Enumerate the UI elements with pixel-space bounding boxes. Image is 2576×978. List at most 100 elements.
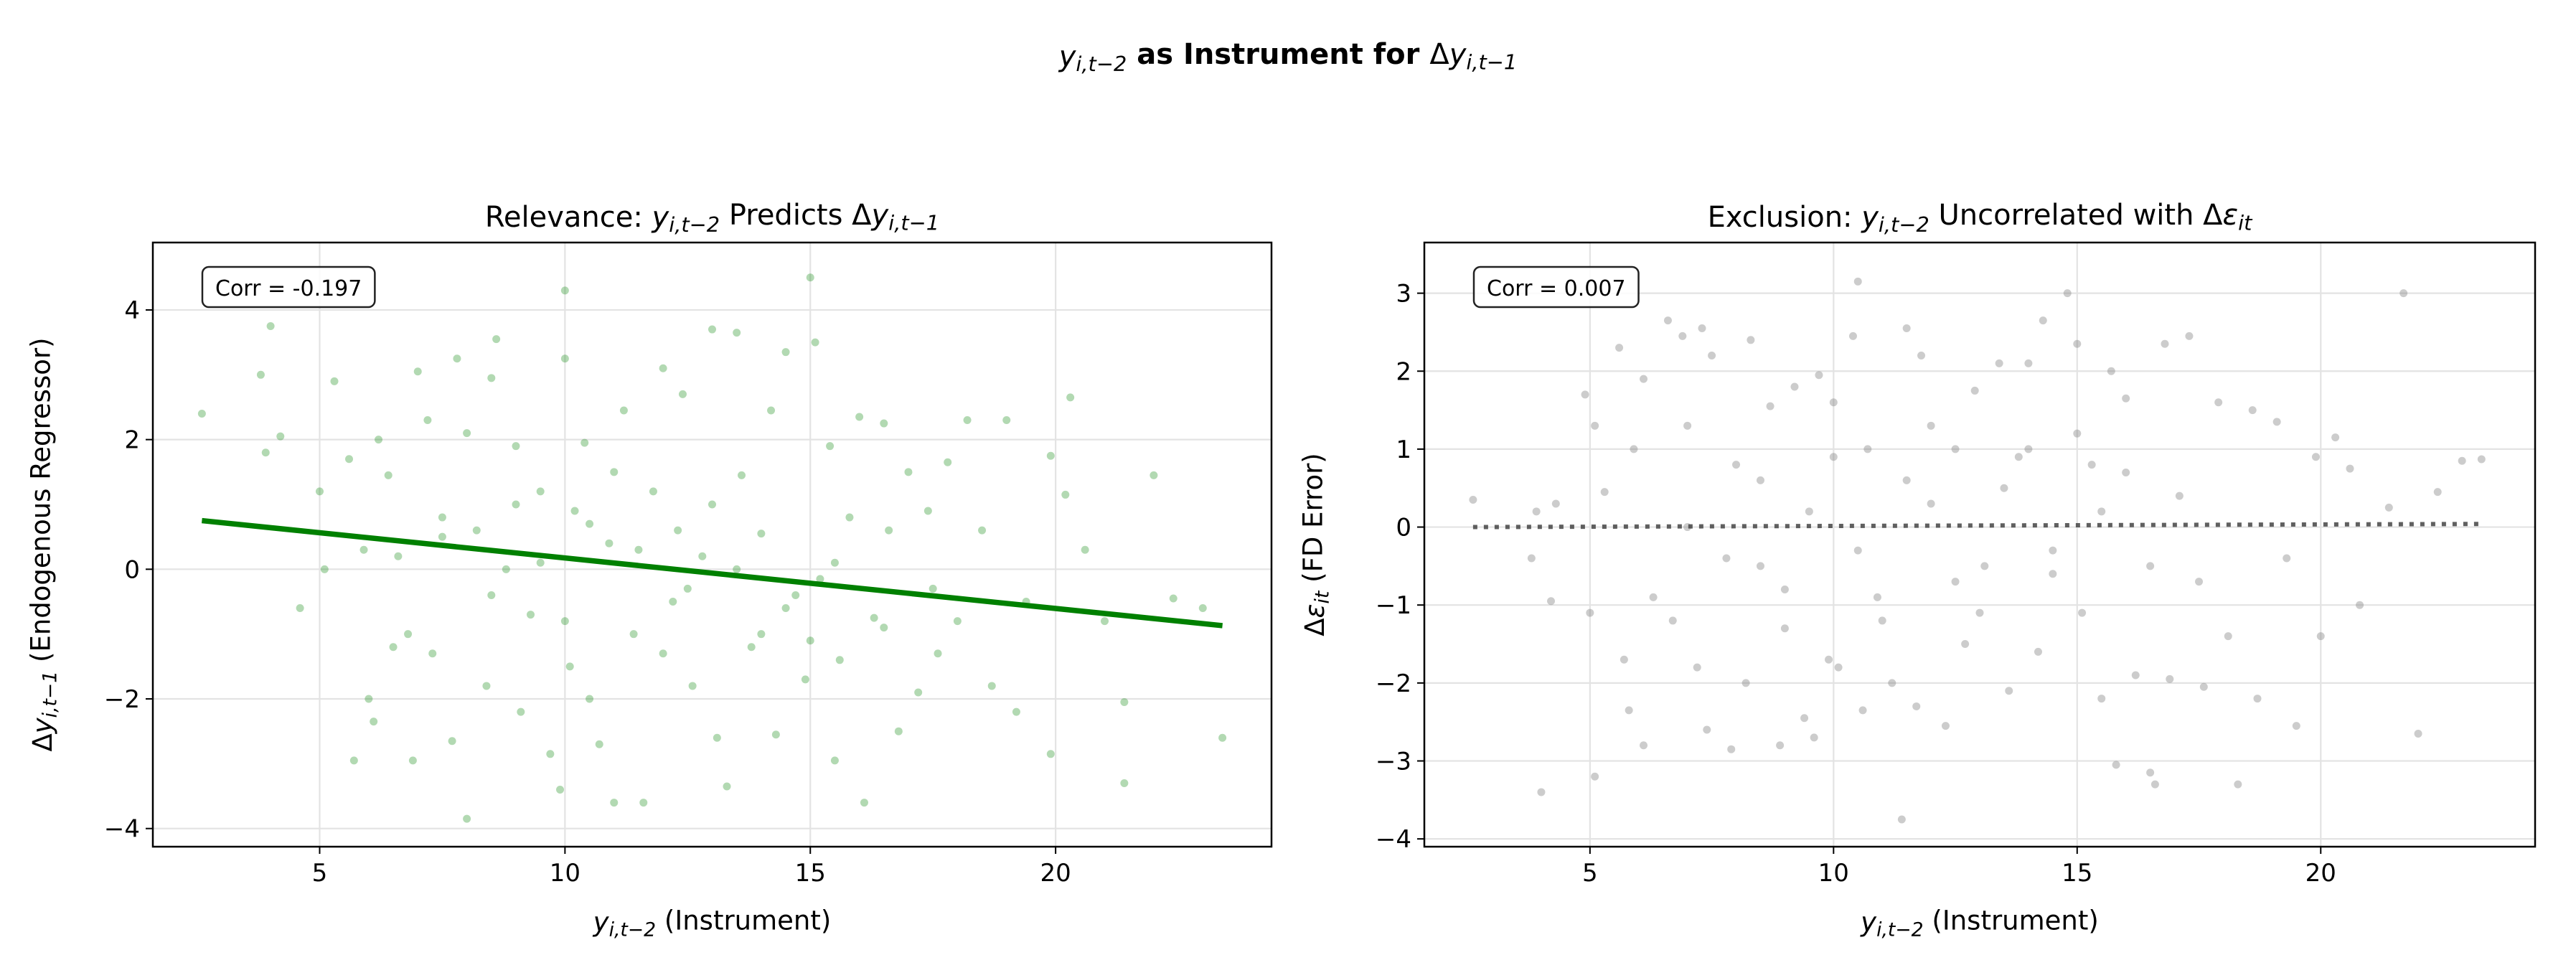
- y-tick-label: 2: [124, 426, 140, 455]
- data-point: [1218, 733, 1227, 742]
- data-point: [1649, 593, 1658, 601]
- data-point: [1581, 390, 1589, 399]
- text-segment: (Endogenous Regressor): [25, 337, 56, 670]
- text-segment: y: [27, 717, 58, 734]
- y-tick-label: 0: [124, 555, 140, 584]
- x-tick-label: 15: [795, 859, 826, 888]
- data-point: [904, 468, 913, 476]
- data-point: [1002, 416, 1011, 425]
- data-point: [463, 814, 471, 823]
- correlation-box: [1472, 265, 1640, 309]
- data-point: [1469, 496, 1477, 504]
- data-point: [512, 500, 520, 509]
- data-point: [1810, 733, 1818, 742]
- data-point: [1917, 352, 1926, 360]
- data-point: [580, 438, 589, 447]
- data-point: [1527, 554, 1536, 563]
- x-axis-label: yi,t−2 (Instrument): [593, 905, 832, 941]
- data-point: [1600, 488, 1609, 497]
- data-point: [2253, 695, 2262, 703]
- data-point: [2024, 359, 2033, 367]
- data-point: [1961, 640, 1970, 649]
- data-point: [1951, 578, 1960, 586]
- data-point: [463, 429, 471, 438]
- y-tick-label: −2: [1376, 669, 1411, 698]
- data-point: [2087, 461, 2096, 469]
- data-point: [830, 756, 839, 765]
- data-point: [953, 617, 962, 626]
- data-point: [560, 286, 569, 295]
- data-point: [914, 688, 923, 697]
- data-point: [747, 643, 756, 652]
- data-point: [880, 624, 888, 632]
- data-point: [605, 539, 614, 547]
- data-point: [1591, 421, 1599, 430]
- data-point: [767, 406, 776, 415]
- data-point: [659, 649, 667, 658]
- data-point: [987, 682, 996, 690]
- data-point: [2331, 433, 2340, 442]
- data-point: [266, 322, 275, 331]
- data-point: [1663, 316, 1672, 325]
- data-point: [1630, 445, 1638, 453]
- data-point: [349, 756, 358, 765]
- data-point: [674, 526, 682, 535]
- text-segment: ε: [1299, 603, 1330, 618]
- data-point: [2024, 445, 2033, 453]
- data-point: [2195, 578, 2204, 586]
- x-tick-label: 15: [2062, 859, 2092, 888]
- data-point: [683, 584, 692, 593]
- data-point: [1640, 741, 1648, 750]
- text-segment: as Instrument for: [1127, 38, 1429, 71]
- data-point: [2458, 456, 2466, 465]
- data-point: [560, 354, 569, 363]
- data-point: [2112, 761, 2120, 769]
- data-point: [1703, 725, 1711, 734]
- data-point: [1834, 663, 1843, 672]
- data-point: [1780, 624, 1789, 633]
- data-point: [1756, 476, 1764, 484]
- data-point: [738, 471, 746, 479]
- data-point: [1046, 750, 1055, 758]
- data-point: [276, 432, 285, 441]
- data-point: [2107, 367, 2115, 375]
- data-point: [2199, 682, 2208, 691]
- data-point: [2185, 332, 2194, 340]
- data-point: [2073, 429, 2082, 438]
- y-tick-label: 2: [1396, 357, 1411, 386]
- data-point: [870, 613, 878, 622]
- data-point: [1790, 382, 1799, 391]
- data-point: [438, 513, 446, 522]
- data-point: [1848, 332, 1857, 340]
- data-point: [801, 675, 809, 684]
- data-point: [2131, 671, 2140, 680]
- y-tick-label: −4: [104, 815, 140, 844]
- data-point: [2049, 570, 2057, 578]
- data-point: [1061, 490, 1070, 499]
- data-point: [408, 756, 417, 765]
- data-point: [1120, 779, 1129, 787]
- data-point: [1747, 336, 1755, 344]
- data-point: [791, 591, 800, 599]
- data-point: [757, 530, 766, 538]
- data-point: [2477, 455, 2486, 464]
- data-point: [1902, 476, 1911, 484]
- data-point: [1980, 562, 1989, 570]
- data-point: [1766, 402, 1774, 410]
- text-segment: Exclusion:: [1708, 201, 1862, 234]
- text-segment: ε: [2223, 199, 2239, 232]
- data-point: [2316, 632, 2325, 641]
- data-point: [2161, 339, 2169, 348]
- data-point: [610, 799, 619, 807]
- data-point: [1708, 352, 1716, 360]
- data-point: [2175, 492, 2184, 500]
- data-point: [733, 329, 741, 337]
- data-point: [1683, 421, 1692, 430]
- data-point: [1858, 706, 1867, 715]
- data-point: [261, 448, 270, 457]
- correlation-box: [201, 265, 376, 309]
- data-point: [2049, 546, 2057, 555]
